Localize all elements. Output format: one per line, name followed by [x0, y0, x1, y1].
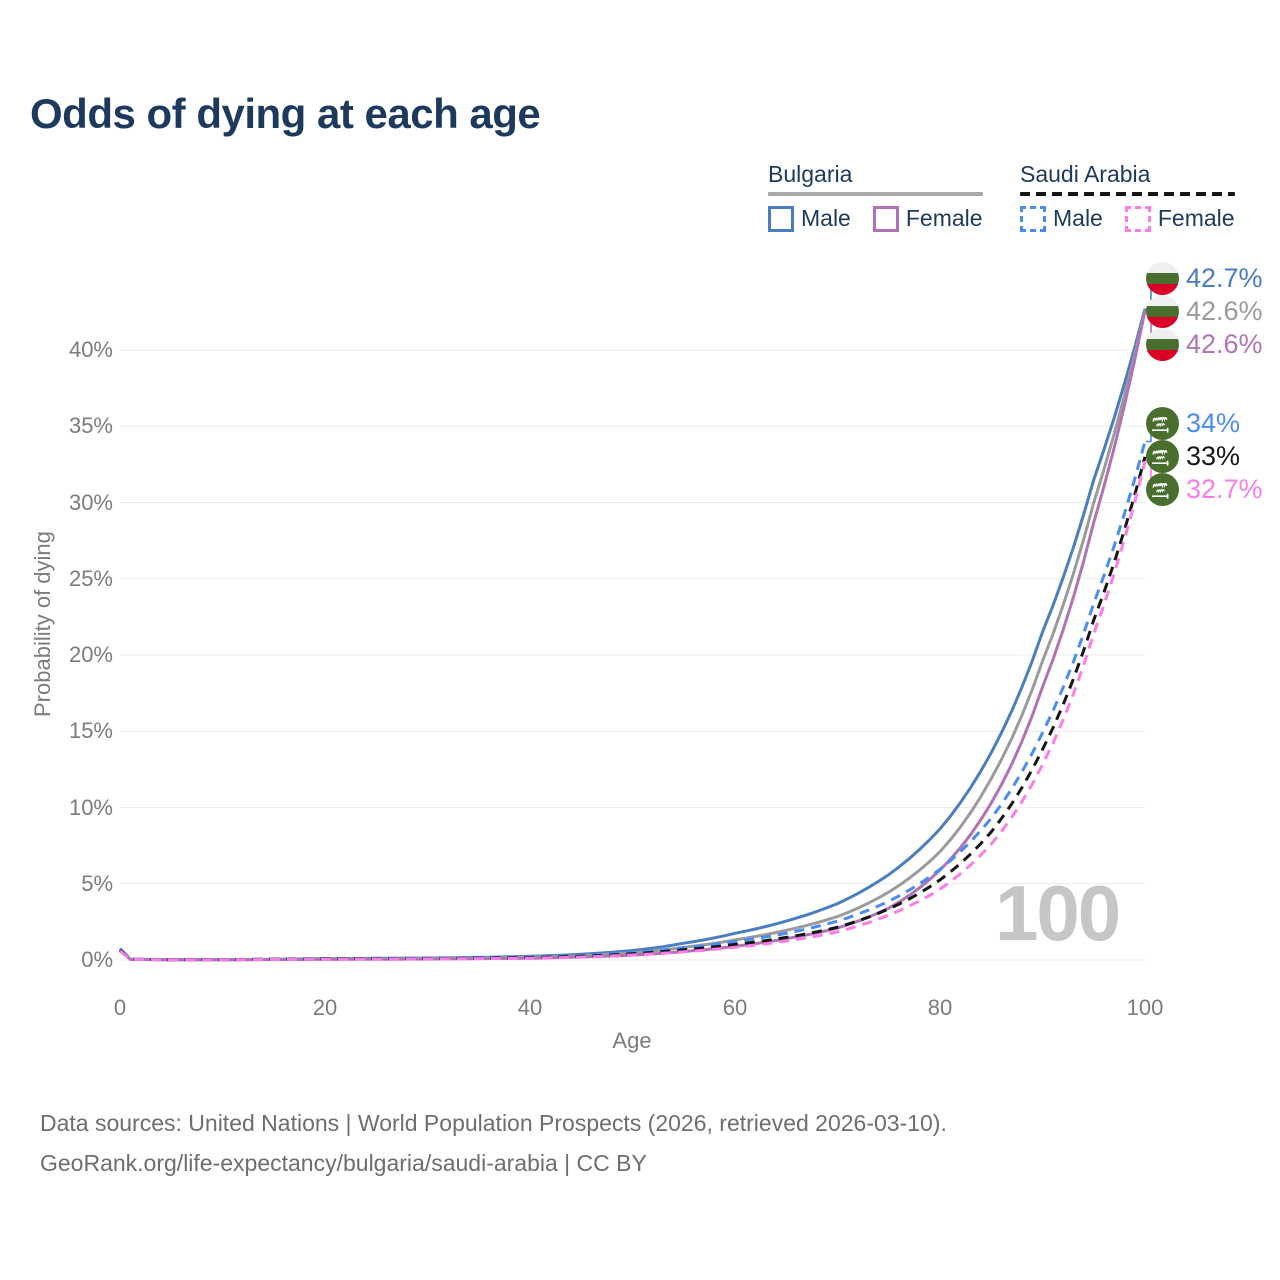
bulgaria-male-swatch-icon — [768, 205, 794, 232]
end-label-bulgaria-male: 42.7% — [1146, 261, 1263, 295]
legend-country-bulgaria: Bulgaria — [768, 161, 853, 187]
end-value: 34% — [1186, 407, 1241, 438]
legend-country-saudi-arabia: Saudi Arabia — [1020, 161, 1151, 187]
bulgaria-female-swatch-icon — [872, 205, 899, 232]
bulgaria-line-style-sample — [768, 192, 983, 196]
x-axis-title: Age — [612, 1028, 652, 1053]
y-tick-label: 30% — [68, 489, 113, 515]
y-tick-label: 5% — [81, 870, 113, 896]
series-line-saudi-arabia-female — [119, 460, 1147, 962]
end-value: 32.7% — [1186, 473, 1263, 504]
page-title: Odds of dying at each age — [30, 90, 541, 137]
legend-label: Male — [1053, 205, 1103, 231]
legend-item-saudi-male[interactable]: Male — [1020, 205, 1103, 232]
end-value: 42.6% — [1186, 295, 1263, 326]
end-value: 33% — [1186, 440, 1241, 471]
end-label-saudi-total: 33% — [1146, 439, 1240, 473]
legend-item-bulgaria-male[interactable]: Male — [768, 205, 851, 232]
attribution-text: GeoRank.org/life-expectancy/bulgaria/sau… — [40, 1150, 647, 1176]
x-tick-label: 0 — [113, 995, 127, 1020]
x-tick-label: 80 — [927, 995, 953, 1020]
x-tick-label: 20 — [312, 995, 338, 1020]
end-value: 42.6% — [1186, 328, 1263, 359]
y-tick-label: 15% — [68, 718, 113, 744]
series-line-bulgaria-female — [118, 310, 1147, 962]
y-tick-label: 0% — [81, 947, 113, 972]
x-tick-label: 100 — [1126, 995, 1164, 1020]
legend-item-saudi-female[interactable]: Female — [1124, 205, 1235, 232]
x-tick-label: 40 — [517, 995, 543, 1020]
legend-item-bulgaria-female[interactable]: Female — [872, 205, 983, 232]
saudi-male-swatch-icon — [1020, 205, 1046, 232]
end-label-saudi-male: 34% — [1146, 406, 1240, 440]
saudi-female-swatch-icon — [1124, 205, 1151, 232]
series-line-saudi-arabia-male — [118, 441, 1147, 961]
saudi-arabia-flag-icon — [1146, 439, 1179, 473]
end-label-saudi-female: 32.7% — [1146, 472, 1263, 506]
y-tick-label: 25% — [68, 565, 113, 591]
bulgaria-flag-icon — [1146, 327, 1179, 361]
y-tick-label: 10% — [68, 794, 113, 820]
data-sources-text: Data sources: United Nations | World Pop… — [40, 1110, 947, 1136]
legend-label: Female — [1157, 205, 1235, 231]
saudi-arabia-line-style-sample — [1020, 192, 1235, 196]
series-line-bulgaria-male — [118, 308, 1147, 962]
legend-group-saudi-arabia: Saudi Arabia Male Female — [1020, 161, 1235, 232]
series-line-bulgaria — [118, 310, 1147, 962]
y-axis-title: Probability of dying — [30, 531, 55, 718]
y-tick-label: 40% — [68, 337, 113, 362]
saudi-arabia-flag-icon — [1146, 406, 1179, 440]
bulgaria-flag-icon — [1146, 261, 1179, 295]
end-value: 42.7% — [1186, 262, 1263, 293]
legend-group-bulgaria: Bulgaria Male Female — [768, 161, 983, 232]
legend-label: Female — [905, 205, 983, 231]
bulgaria-flag-icon — [1146, 294, 1179, 328]
y-tick-label: 35% — [68, 413, 113, 439]
y-tick-label: 20% — [68, 642, 113, 667]
end-label-bulgaria-female: 42.6% — [1146, 327, 1263, 361]
legend-label: Male — [801, 205, 851, 231]
end-label-bulgaria-total: 42.6% — [1146, 294, 1263, 328]
x-tick-label: 60 — [722, 995, 748, 1020]
saudi-arabia-flag-icon — [1146, 472, 1179, 506]
